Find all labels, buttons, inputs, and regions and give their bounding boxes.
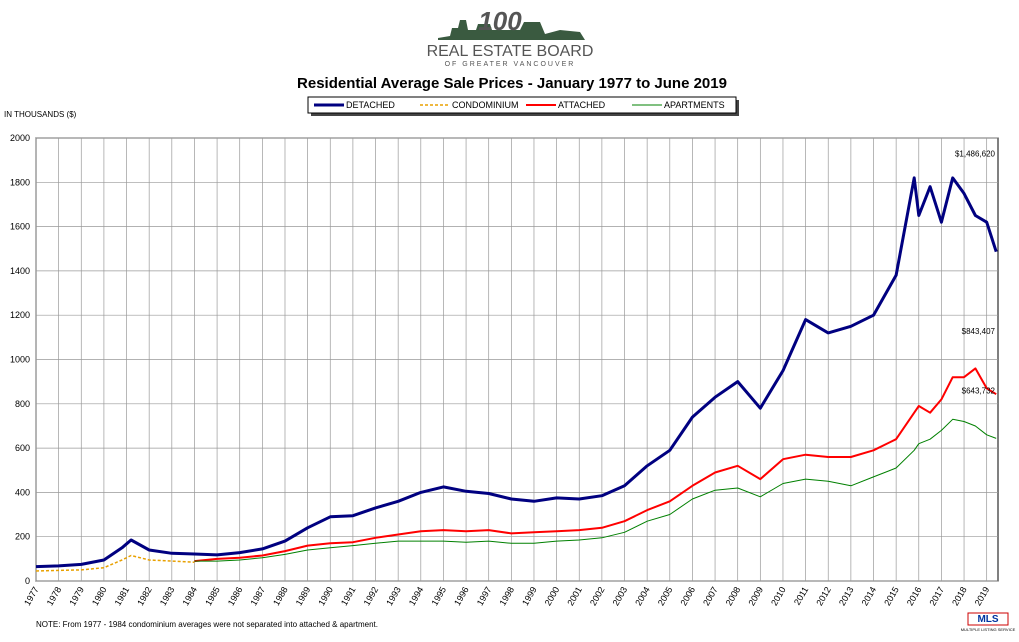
x-tick-label: 2008 <box>724 585 743 607</box>
x-tick-label: 2018 <box>950 585 969 607</box>
x-tick-label: 2013 <box>837 585 856 607</box>
x-tick-label: 2002 <box>588 585 607 607</box>
series-line <box>35 176 998 569</box>
x-tick-label: 2006 <box>678 585 697 607</box>
x-tick-label: 2001 <box>565 585 584 607</box>
x-tick-label: 2009 <box>746 585 765 607</box>
x-tick-label: 1981 <box>113 585 132 607</box>
x-tick-label: 1986 <box>226 585 245 607</box>
y-tick-label: 1800 <box>10 177 30 187</box>
x-tick-label: 1984 <box>181 585 200 607</box>
x-tick-label: 1992 <box>362 585 381 607</box>
x-tick-label: 2010 <box>769 585 788 607</box>
y-tick-label: 600 <box>15 443 30 453</box>
x-tick-label: 2014 <box>860 585 879 607</box>
x-tick-label: 1999 <box>520 585 539 607</box>
y-tick-label: 1200 <box>10 310 30 320</box>
y-tick-label: 1400 <box>10 266 30 276</box>
x-tick-label: 1994 <box>407 585 426 607</box>
legend-label: ATTACHED <box>558 100 606 110</box>
y-tick-label: 200 <box>15 532 30 542</box>
x-tick-label: 1989 <box>294 585 313 607</box>
logo-subtext: OF GREATER VANCOUVER <box>445 61 576 68</box>
x-tick-label: 2003 <box>611 585 630 607</box>
y-tick-label: 400 <box>15 487 30 497</box>
x-tick-label: 2015 <box>882 585 901 607</box>
x-tick-label: 2016 <box>905 585 924 607</box>
x-tick-label: 1983 <box>158 585 177 607</box>
logo-text: REAL ESTATE BOARD <box>427 43 594 60</box>
x-tick-label: 2012 <box>814 585 833 607</box>
x-tick-label: 1993 <box>384 585 403 607</box>
legend-label: DETACHED <box>346 100 395 110</box>
x-tick-label: 1980 <box>90 585 109 607</box>
x-tick-label: 1987 <box>248 585 267 607</box>
logo: 100 REAL ESTATE BOARD OF GREATER VANCOUV… <box>427 6 594 68</box>
series-line <box>194 418 997 562</box>
x-tick-label: 1995 <box>429 585 448 607</box>
y-tick-label: 2000 <box>10 133 30 143</box>
legend <box>307 96 737 114</box>
x-tick-label: 1998 <box>497 585 516 607</box>
x-tick-label: 1988 <box>271 585 290 607</box>
x-tick-label: 1979 <box>67 585 86 607</box>
y-tick-label: 1000 <box>10 355 30 365</box>
y-axis-label: IN THOUSANDS ($) <box>4 110 77 119</box>
logo-skyline <box>438 20 585 40</box>
mls-box <box>967 612 1009 626</box>
x-tick-label: 2007 <box>701 585 720 607</box>
x-tick-label: 1985 <box>203 585 222 607</box>
x-tick-label: 2005 <box>656 585 675 607</box>
x-tick-label: 2000 <box>543 585 562 607</box>
x-tick-label: 1977 <box>22 585 41 607</box>
logo-number: 100 <box>478 6 522 36</box>
end-label: $643,732 <box>962 386 996 395</box>
x-tick-label: 1996 <box>452 585 471 607</box>
x-tick-label: 2011 <box>792 585 810 607</box>
end-label: $1,486,620 <box>955 150 996 159</box>
y-tick-label: 0 <box>25 576 30 586</box>
mls-subtext: MULTIPLE LISTING SERVICE <box>961 627 1016 632</box>
y-tick-label: 800 <box>15 399 30 409</box>
end-label: $843,407 <box>962 327 996 336</box>
y-tick-label: 1600 <box>10 222 30 232</box>
legend-label: APARTMENTS <box>664 100 725 110</box>
x-tick-label: 1997 <box>475 585 494 607</box>
x-tick-label: 1990 <box>316 585 335 607</box>
x-tick-label: 1991 <box>339 585 358 607</box>
x-tick-label: 2017 <box>927 585 946 607</box>
chart-title: Residential Average Sale Prices - Januar… <box>297 75 727 92</box>
x-tick-label: 1982 <box>135 585 154 607</box>
series-line <box>35 554 195 572</box>
x-tick-label: 1978 <box>45 585 64 607</box>
series-line <box>194 367 997 563</box>
note: NOTE: From 1977 - 1984 condominium avera… <box>36 620 378 629</box>
x-tick-label: 2004 <box>633 585 652 607</box>
legend-label: CONDOMINIUM <box>452 100 519 110</box>
x-tick-label: 2019 <box>973 585 992 607</box>
mls-text: MLS <box>977 614 998 625</box>
mls-logo: MLS MULTIPLE LISTING SERVICE <box>961 612 1016 632</box>
